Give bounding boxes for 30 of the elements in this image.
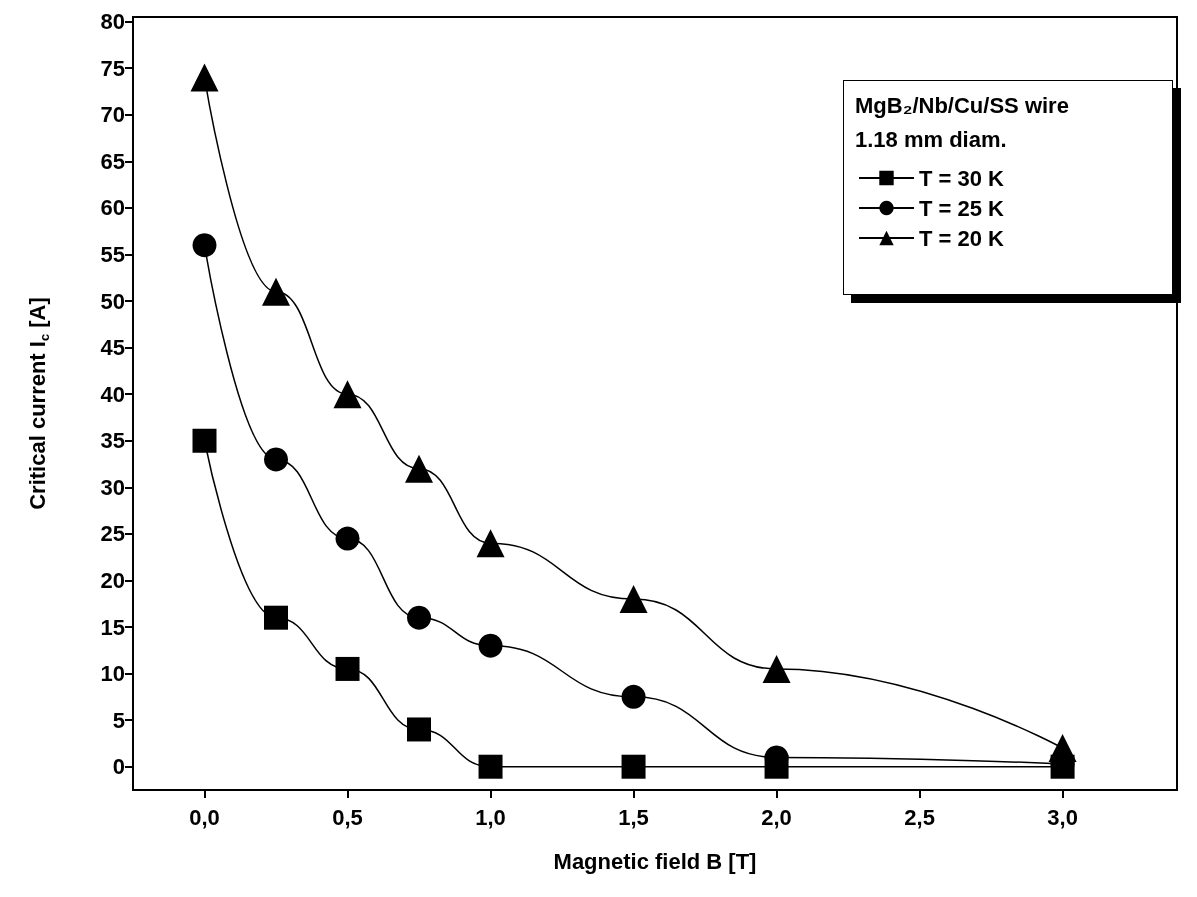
legend-label: T = 25 K (919, 195, 1005, 221)
x-tick-label: 0,0 (189, 804, 220, 830)
y-tick-label: 15 (100, 614, 125, 640)
x-tick-label: 2,0 (761, 804, 792, 830)
y-tick-label: 25 (100, 521, 125, 547)
x-tick-label: 3,0 (1047, 804, 1078, 830)
legend-label: T = 20 K (919, 225, 1005, 251)
x-tick-label: 1,0 (475, 804, 506, 830)
x-tick-label: 2,5 (904, 804, 935, 830)
legend-title: MgB₂/Nb/Cu/SS wire 1.18 mm diam. (855, 92, 1069, 152)
y-tick-label: 80 (100, 9, 125, 35)
y-tick-label: 50 (100, 288, 125, 314)
y-tick-label: 40 (100, 381, 125, 407)
x-tick-label: 1,5 (618, 804, 649, 830)
y-tick-label: 60 (100, 195, 125, 221)
y-tick-label: 35 (100, 428, 125, 454)
x-axis-title: Magnetic field B [T] (553, 848, 757, 874)
y-tick-label: 65 (100, 148, 125, 174)
y-tick-label: 20 (100, 567, 125, 593)
y-tick-label: 10 (100, 661, 125, 687)
y-tick-label: 5 (112, 707, 125, 733)
y-tick-label: 45 (100, 335, 125, 361)
y-tick-label: 70 (100, 102, 125, 128)
x-tick-label: 0,5 (332, 804, 363, 830)
y-tick-label: 0 (112, 754, 125, 780)
legend-label: T = 30 K (919, 165, 1005, 191)
y-tick-label: 75 (100, 55, 125, 81)
y-tick-label: 55 (100, 241, 125, 267)
y-axis-title: Critical current Ic [A] (25, 297, 52, 510)
y-tick-label: 30 (100, 474, 125, 500)
